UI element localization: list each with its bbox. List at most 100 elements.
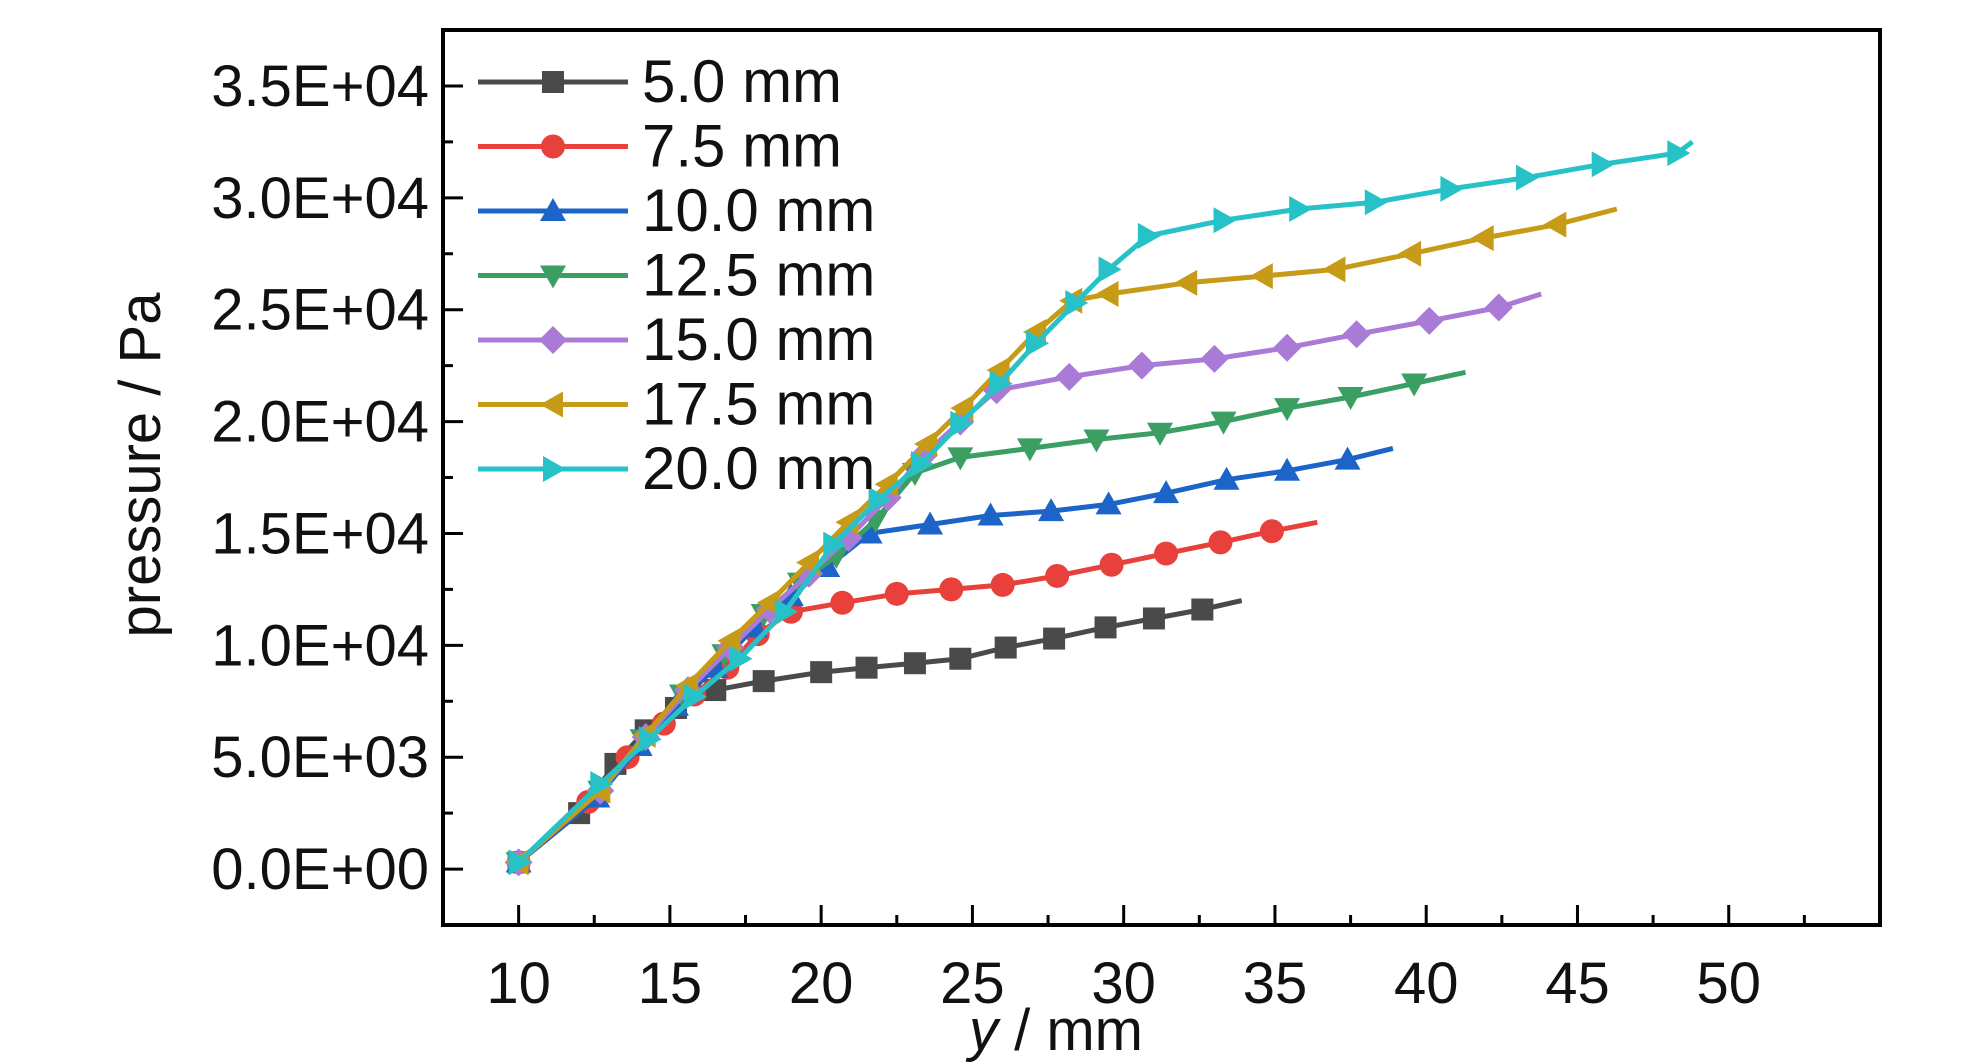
legend-swatch-marker xyxy=(541,134,565,159)
data-point xyxy=(1095,491,1122,515)
legend-label: 12.5 mm xyxy=(642,242,875,309)
data-point xyxy=(777,583,804,607)
legend-swatch-marker xyxy=(540,198,566,221)
data-point xyxy=(1142,607,1165,630)
data-point xyxy=(1191,598,1214,621)
data-point xyxy=(1249,263,1273,290)
series-line xyxy=(516,206,1618,865)
legend-item: 20.0 mm xyxy=(478,435,875,502)
data-point xyxy=(756,589,780,616)
data-point xyxy=(950,410,974,437)
data-point xyxy=(1208,530,1233,555)
data-point xyxy=(1470,225,1494,252)
data-point xyxy=(590,771,614,798)
data-point xyxy=(684,683,708,710)
data-point xyxy=(508,849,532,876)
legend-item: 10.0 mm xyxy=(478,177,875,244)
x-tick-label: 45 xyxy=(1545,951,1610,1016)
x-tick-label: 35 xyxy=(1243,951,1308,1016)
x-tick-label: 10 xyxy=(486,951,551,1016)
data-point xyxy=(774,598,798,625)
y-tick-label: 1.0E+04 xyxy=(211,613,429,678)
legend-label: 15.0 mm xyxy=(642,306,875,373)
data-point xyxy=(1127,351,1156,380)
data-point xyxy=(1210,411,1237,435)
data-series xyxy=(504,139,1694,877)
y-tick-label: 5.0E+03 xyxy=(211,725,429,790)
data-point xyxy=(1098,256,1122,283)
data-point xyxy=(717,627,741,654)
data-point xyxy=(1322,256,1346,283)
legend-item: 12.5 mm xyxy=(478,242,875,309)
data-point xyxy=(855,656,878,679)
data-point xyxy=(1099,552,1124,577)
data-point xyxy=(903,652,926,675)
data-point xyxy=(989,370,1013,397)
data-point xyxy=(1337,386,1364,410)
data-point xyxy=(1401,373,1428,397)
data-point xyxy=(830,590,855,615)
data-point xyxy=(856,520,883,544)
x-tick-label: 25 xyxy=(940,951,1005,1016)
y-axis-title: pressure / Pa xyxy=(108,292,173,638)
data-point xyxy=(977,502,1004,526)
data-point xyxy=(1440,175,1464,202)
x-tick-label: 50 xyxy=(1696,951,1761,1016)
data-point xyxy=(1213,207,1237,234)
legend-label: 10.0 mm xyxy=(642,177,875,244)
data-point xyxy=(1213,466,1240,490)
data-point xyxy=(823,531,847,558)
data-point xyxy=(917,511,944,535)
x-tick-label: 15 xyxy=(638,951,703,1016)
legend-label: 7.5 mm xyxy=(642,113,842,180)
data-point xyxy=(1146,422,1173,446)
legend-swatch-marker xyxy=(540,391,563,418)
data-point xyxy=(1025,330,1049,357)
legend-swatch-marker xyxy=(542,71,564,93)
data-point xyxy=(1043,627,1066,650)
data-point xyxy=(729,645,753,672)
y-tick-label: 3.5E+04 xyxy=(211,54,429,119)
data-point xyxy=(1065,289,1089,316)
data-point xyxy=(1038,498,1065,522)
legend-swatch-marker xyxy=(539,326,567,354)
legend-label: 5.0 mm xyxy=(642,48,842,115)
legend-label: 20.0 mm xyxy=(642,435,875,502)
y-tick-label: 3.0E+04 xyxy=(211,166,429,231)
x-axis-title: y / mm xyxy=(965,998,1143,1063)
data-point xyxy=(1137,222,1161,249)
data-point xyxy=(1259,519,1284,544)
data-point xyxy=(1274,398,1301,422)
data-point xyxy=(1094,616,1117,639)
data-point xyxy=(638,726,662,753)
data-point xyxy=(1095,281,1119,308)
legend-item: 17.5 mm xyxy=(478,371,875,438)
data-point xyxy=(1398,240,1422,267)
y-tick-label: 2.0E+04 xyxy=(211,390,429,455)
data-point xyxy=(1273,333,1302,362)
x-tick-label: 20 xyxy=(789,951,854,1016)
data-point xyxy=(1342,320,1371,349)
data-point xyxy=(1200,344,1229,373)
legend-item: 5.0 mm xyxy=(478,48,842,115)
data-point xyxy=(990,572,1015,597)
data-point xyxy=(1153,480,1180,504)
data-point xyxy=(939,577,964,602)
data-point xyxy=(1591,151,1615,178)
data-point xyxy=(1016,438,1043,462)
data-point xyxy=(1083,429,1110,453)
data-point xyxy=(1174,269,1198,296)
series-20-0-mm xyxy=(508,139,1694,876)
data-point xyxy=(1289,196,1313,222)
data-point xyxy=(1274,457,1301,481)
x-axis-title-unit: / mm xyxy=(998,998,1143,1063)
y-tick-label: 0.0E+00 xyxy=(211,837,429,902)
legend-swatch-marker xyxy=(540,265,566,289)
data-point xyxy=(868,486,892,513)
x-tick-label: 30 xyxy=(1091,951,1156,1016)
data-point xyxy=(1045,563,1070,588)
legend-item: 15.0 mm xyxy=(478,306,875,373)
data-point xyxy=(947,447,974,471)
data-point xyxy=(910,451,934,478)
